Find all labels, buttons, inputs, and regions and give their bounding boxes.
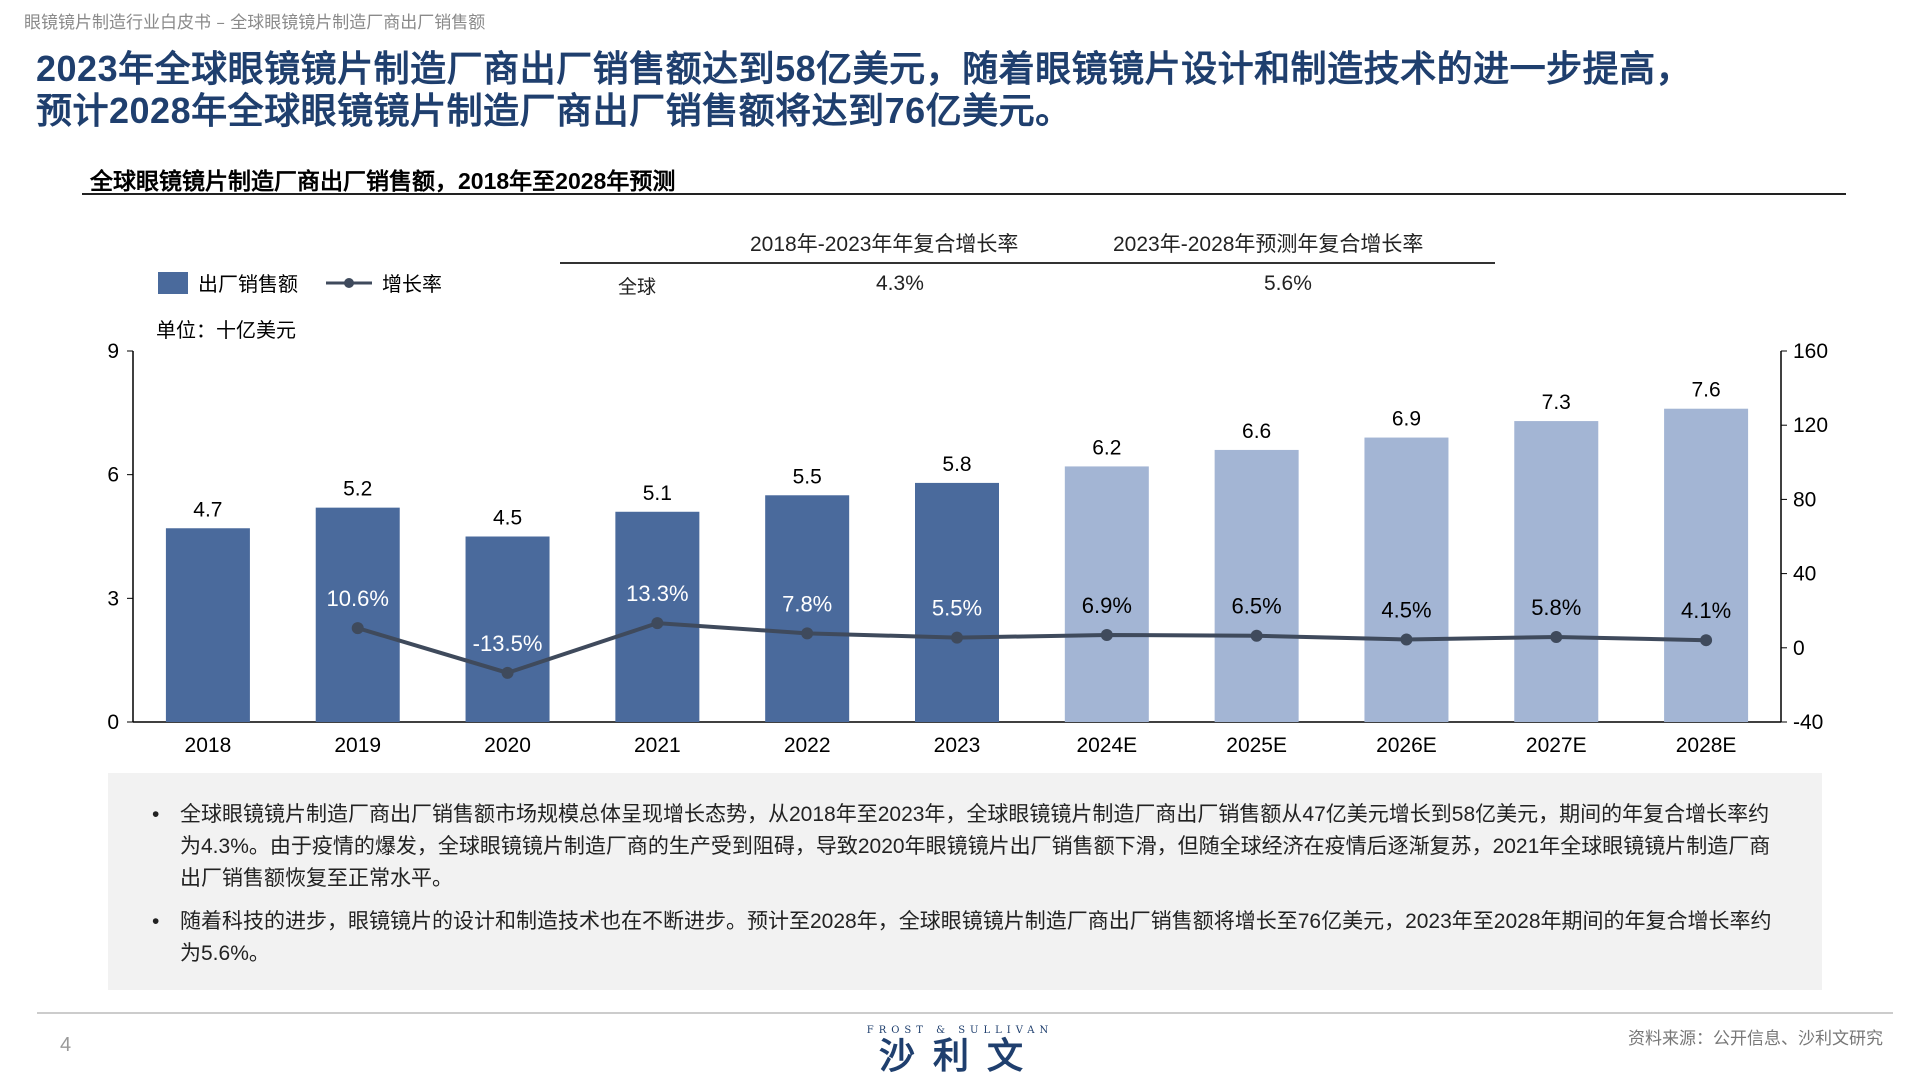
cagr-value-historic: 4.3% bbox=[876, 272, 924, 295]
right-tick-label: 120 bbox=[1793, 414, 1828, 437]
right-tick-label: 0 bbox=[1793, 637, 1805, 660]
x-tick-label: 2025E bbox=[1226, 734, 1287, 757]
left-tick-label: 6 bbox=[107, 464, 119, 487]
growth-label: 4.5% bbox=[1381, 597, 1431, 622]
left-tick-label: 0 bbox=[107, 711, 119, 734]
bar-2021 bbox=[615, 511, 700, 722]
x-tick-label: 2018 bbox=[185, 734, 232, 757]
growth-point-2020 bbox=[501, 666, 514, 679]
breadcrumb: 眼镜镜片制造行业白皮书 – 全球眼镜镜片制造厂商出厂销售额 bbox=[24, 13, 486, 33]
bar-legend-swatch bbox=[158, 271, 188, 294]
bar-value-label: 6.2 bbox=[1092, 436, 1121, 459]
bar-value-label: 7.6 bbox=[1691, 379, 1720, 402]
cagr-header-forecast: 2023年-2028年预测年复合增长率 bbox=[1113, 233, 1424, 256]
x-tick-label: 2023 bbox=[934, 734, 981, 757]
cagr-value-forecast: 5.6% bbox=[1264, 272, 1312, 295]
line-legend-label: 增长率 bbox=[382, 274, 442, 296]
source-note: 资料来源：公开信息、沙利文研究 bbox=[1628, 1029, 1883, 1049]
x-tick-label: 2021 bbox=[634, 734, 681, 757]
cagr-header-historic: 2018年-2023年年复合增长率 bbox=[750, 233, 1019, 256]
logo-text-en: FROST & SULLIVAN bbox=[866, 1025, 1054, 1036]
headline-line-1: 2023年全球眼镜镜片制造厂商出厂销售额达到58亿美元，随着眼镜镜片设计和制造技… bbox=[36, 48, 1693, 89]
bar-2022 bbox=[765, 495, 850, 722]
bar-2026E bbox=[1364, 437, 1449, 722]
bar-value-label: 5.1 bbox=[643, 482, 672, 505]
logo-text-cn: 沙利文 bbox=[878, 1035, 1041, 1076]
growth-label: 7.8% bbox=[782, 591, 832, 616]
bar-line-chart: 0 3 6 9 -40 0 40 80 120 160 4.7 2018 5.2 2019 4.5 2020 5… bbox=[107, 340, 1828, 757]
right-tick-label: -40 bbox=[1793, 711, 1823, 734]
notes-box: 全球眼镜镜片制造厂商出厂销售额市场规模总体呈现增长态势，从2018年至2023年… bbox=[108, 773, 1822, 990]
page-number: 4 bbox=[60, 1034, 72, 1056]
growth-point-2019 bbox=[351, 622, 364, 635]
x-tick-label: 2027E bbox=[1526, 734, 1587, 757]
growth-point-2026E bbox=[1400, 633, 1413, 646]
growth-point-2025E bbox=[1250, 629, 1263, 642]
note-item: 随着科技的进步，眼镜镜片的设计和制造技术也在不断进步。预计至2028年，全球眼镜… bbox=[152, 906, 1782, 970]
cagr-table-divider bbox=[560, 262, 1495, 264]
x-tick-label: 2026E bbox=[1376, 734, 1437, 757]
right-tick-label: 160 bbox=[1793, 340, 1828, 363]
headline-line-2: 预计2028年全球眼镜镜片制造厂商出厂销售额将达到76亿美元。 bbox=[36, 90, 1072, 131]
cagr-row-label: 全球 bbox=[618, 276, 657, 298]
growth-label: -13.5% bbox=[473, 631, 543, 656]
growth-point-2027E bbox=[1550, 631, 1563, 644]
growth-label: 13.3% bbox=[626, 581, 688, 606]
subtitle-divider bbox=[82, 193, 1846, 195]
growth-point-2024E bbox=[1100, 629, 1113, 642]
growth-point-2022 bbox=[801, 627, 814, 640]
bar-value-label: 7.3 bbox=[1542, 391, 1571, 414]
note-item: 全球眼镜镜片制造厂商出厂销售额市场规模总体呈现增长态势，从2018年至2023年… bbox=[152, 799, 1782, 895]
growth-label: 5.8% bbox=[1531, 595, 1581, 620]
right-tick-label: 40 bbox=[1793, 563, 1816, 586]
x-tick-label: 2020 bbox=[484, 734, 531, 757]
bar-value-label: 5.8 bbox=[942, 453, 971, 476]
chart-legend: 出厂销售额 增长率 bbox=[158, 268, 442, 297]
frost-sullivan-logo: FROST & SULLIVAN 沙利文 bbox=[860, 1025, 1060, 1076]
bar-2020 bbox=[465, 536, 550, 722]
bar-legend-label: 出厂销售额 bbox=[198, 274, 298, 296]
bar-2027E bbox=[1514, 421, 1599, 722]
growth-label: 6.5% bbox=[1232, 594, 1282, 619]
bar-value-label: 6.6 bbox=[1242, 420, 1271, 443]
growth-label: 5.5% bbox=[932, 596, 982, 621]
bar-2028E bbox=[1664, 408, 1749, 722]
line-legend-swatch bbox=[326, 277, 372, 288]
growth-point-2028E bbox=[1700, 634, 1713, 647]
growth-label: 10.6% bbox=[327, 586, 389, 611]
bar-value-label: 4.7 bbox=[193, 498, 222, 521]
growth-rate-line bbox=[357, 621, 1707, 675]
bar-value-label: 5.2 bbox=[343, 478, 372, 501]
bar-2025E bbox=[1214, 449, 1299, 722]
left-tick-label: 3 bbox=[107, 587, 119, 610]
bar-2019 bbox=[315, 507, 400, 722]
growth-point-2023 bbox=[951, 631, 963, 644]
growth-point-2021 bbox=[651, 617, 664, 630]
right-tick-label: 80 bbox=[1793, 488, 1816, 511]
unit-label: 单位：十亿美元 bbox=[156, 320, 296, 342]
bar-value-label: 4.5 bbox=[493, 507, 522, 530]
left-tick-label: 9 bbox=[107, 340, 119, 363]
bar-value-label: 6.9 bbox=[1392, 408, 1421, 431]
x-tick-label: 2024E bbox=[1076, 734, 1137, 757]
chart-subtitle: 全球眼镜镜片制造厂商出厂销售额，2018年至2028年预测 bbox=[90, 168, 676, 194]
bar-2024E bbox=[1064, 466, 1149, 722]
x-tick-label: 2019 bbox=[334, 734, 381, 757]
x-tick-label: 2022 bbox=[784, 734, 831, 757]
growth-label: 4.1% bbox=[1681, 598, 1731, 623]
footer-divider bbox=[37, 1012, 1893, 1014]
x-tick-label: 2028E bbox=[1676, 734, 1737, 757]
bar-2018 bbox=[165, 528, 250, 722]
growth-label: 6.9% bbox=[1082, 593, 1132, 618]
bar-2023 bbox=[915, 482, 999, 722]
bar-value-label: 5.5 bbox=[793, 465, 822, 488]
